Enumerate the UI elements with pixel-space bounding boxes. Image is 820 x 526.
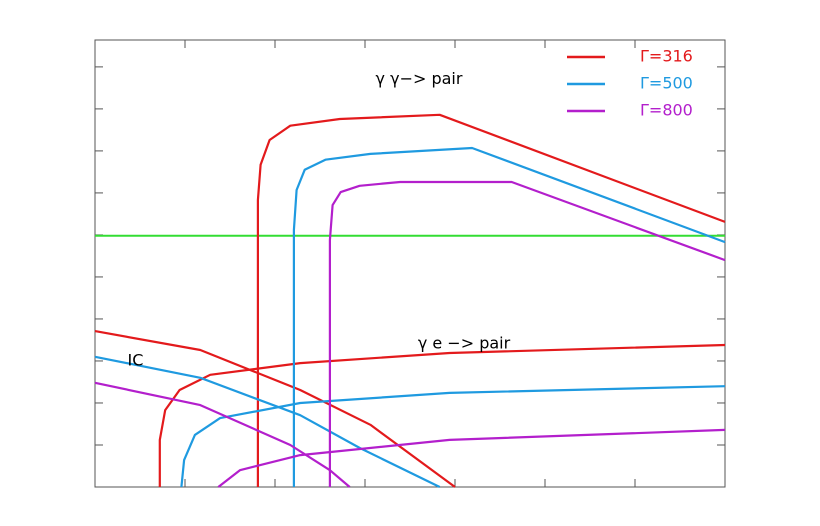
curve — [328, 180, 726, 487]
curve — [256, 113, 726, 487]
curve — [217, 428, 726, 488]
annotation: γ e −> pair — [418, 334, 511, 353]
curve — [158, 343, 726, 487]
plot-area — [94, 39, 726, 488]
legend-label: Γ=316 — [640, 47, 693, 66]
curve — [94, 381, 351, 488]
annotation: γ γ−> pair — [376, 69, 463, 88]
curve — [292, 146, 726, 487]
curve — [180, 385, 726, 488]
legend-label: Γ=800 — [640, 101, 693, 120]
legend-label: Γ=500 — [640, 74, 693, 93]
curve — [94, 355, 441, 488]
annotation: IC — [128, 350, 144, 369]
